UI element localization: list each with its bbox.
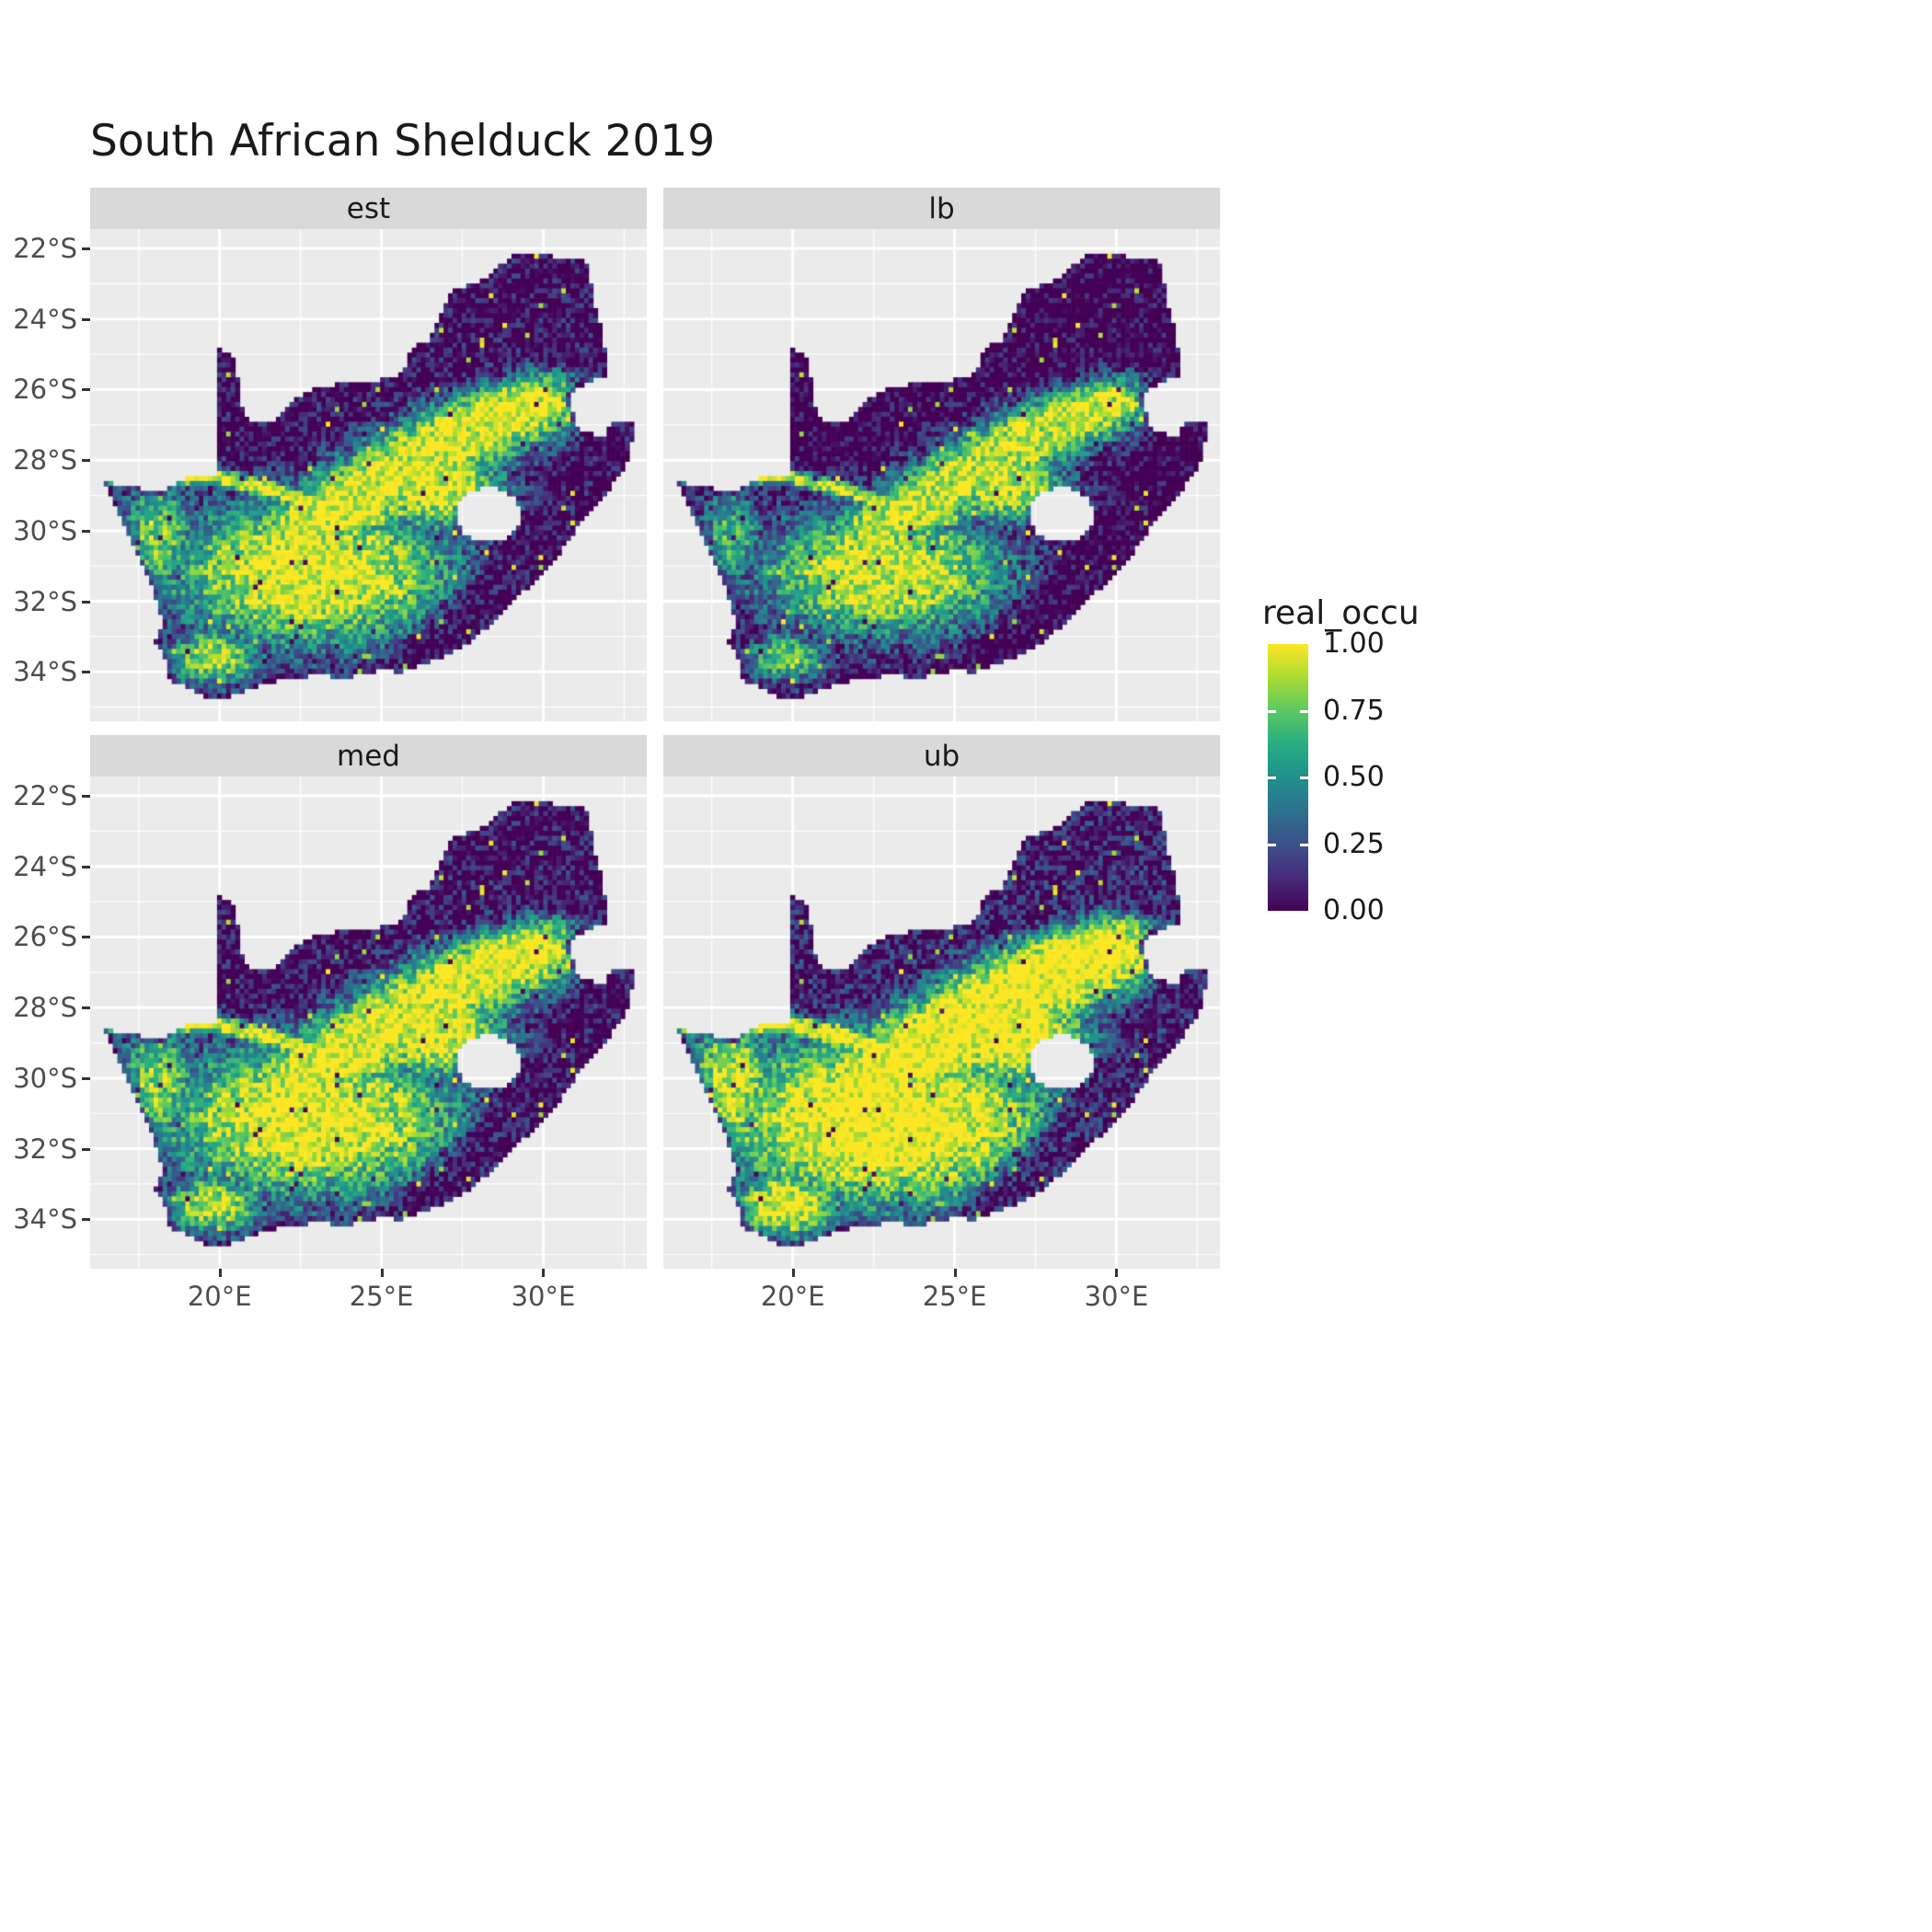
y-axis-tick-label: 28°S (13, 444, 77, 477)
y-axis-tick-label: 32°S (13, 1133, 77, 1165)
y-axis-tick-label: 22°S (13, 233, 77, 265)
x-axis-tick-mark (218, 1269, 222, 1277)
legend-colorbar-tick (1268, 709, 1276, 713)
x-axis-tick-label: 30°E (1084, 1281, 1149, 1312)
legend-tick-label: 1.00 (1323, 627, 1385, 660)
legend-colorbar-tick (1268, 776, 1276, 779)
x-axis-tick-mark (953, 1269, 957, 1277)
y-axis-tick-mark (82, 388, 90, 392)
y-axis-tick-mark (82, 600, 90, 604)
legend-tick-label: 0.00 (1323, 894, 1385, 926)
map-panel-lb (663, 229, 1220, 721)
y-axis-tick-mark (82, 1006, 90, 1010)
map-canvas-est (90, 229, 647, 721)
x-axis-tick-label: 25°E (922, 1281, 987, 1312)
x-axis-tick-label: 20°E (187, 1281, 252, 1312)
y-axis-tick-label: 28°S (13, 992, 77, 1024)
y-axis-tick-mark (82, 459, 90, 463)
map-canvas-med (90, 776, 647, 1269)
y-axis-tick-label: 22°S (13, 780, 77, 812)
y-axis-tick-mark (82, 1218, 90, 1222)
y-axis-tick-mark (82, 1147, 90, 1151)
y-axis-tick-mark (82, 936, 90, 939)
legend-tick-label: 0.50 (1323, 761, 1385, 793)
y-axis-tick-mark (82, 865, 90, 868)
legend-title: real_occu (1262, 594, 1420, 632)
legend-colorbar-tick (1300, 709, 1308, 713)
facet-strip-ub: ub (663, 735, 1220, 776)
y-axis-tick-label: 30°S (13, 1062, 77, 1094)
facet-strip-est: est (90, 188, 647, 229)
x-axis-tick-mark (791, 1269, 795, 1277)
y-axis-tick-label: 32°S (13, 585, 77, 617)
y-axis-tick-label: 34°S (13, 1203, 77, 1236)
y-axis-tick-label: 30°S (13, 514, 77, 546)
map-canvas-ub (663, 776, 1220, 1269)
x-axis-tick-label: 30°E (511, 1281, 576, 1312)
y-axis-tick-mark (82, 317, 90, 321)
x-axis-tick-mark (380, 1269, 384, 1277)
map-panel-med (90, 776, 647, 1269)
y-axis-tick-label: 26°S (13, 921, 77, 953)
y-axis-tick-mark (82, 247, 90, 251)
facet-strip-med: med (90, 735, 647, 776)
legend-colorbar-tick (1300, 843, 1308, 846)
map-panel-ub (663, 776, 1220, 1269)
x-axis-tick-label: 20°E (760, 1281, 825, 1312)
y-axis-tick-label: 24°S (13, 850, 77, 882)
plot-title: South African Shelduck 2019 (90, 116, 716, 167)
map-panel-est (90, 229, 647, 721)
y-axis-tick-mark (82, 795, 90, 799)
map-canvas-lb (663, 229, 1220, 721)
y-axis-tick-mark (82, 1076, 90, 1080)
legend-tick-label: 0.75 (1323, 694, 1385, 727)
legend-colorbar-tick (1268, 843, 1276, 846)
x-axis-tick-mark (542, 1269, 546, 1277)
y-axis-tick-label: 26°S (13, 374, 77, 406)
y-axis-tick-mark (82, 671, 90, 674)
x-axis-tick-mark (1115, 1269, 1119, 1277)
y-axis-tick-label: 24°S (13, 303, 77, 335)
legend-colorbar-tick (1300, 776, 1308, 779)
y-axis-tick-label: 34°S (13, 656, 77, 688)
legend-tick-label: 0.25 (1323, 827, 1385, 860)
y-axis-tick-mark (82, 529, 90, 533)
x-axis-tick-label: 25°E (349, 1281, 414, 1312)
facet-strip-lb: lb (663, 188, 1220, 229)
